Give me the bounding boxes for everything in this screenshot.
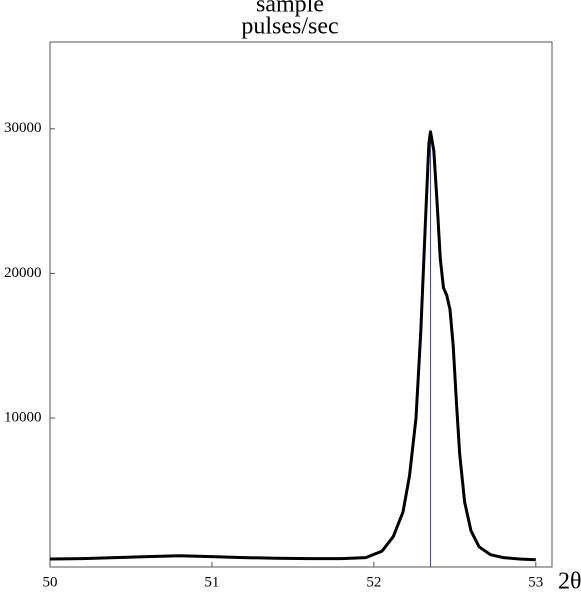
x-tick-label: 53 xyxy=(528,574,543,590)
chart-title: sample xyxy=(256,0,324,18)
x-tick-label: 52 xyxy=(366,574,381,590)
x-tick-label: 51 xyxy=(204,574,219,590)
y-tick-label: 10000 xyxy=(4,409,42,425)
y-tick-label: 30000 xyxy=(4,120,42,136)
x-tick-label: 50 xyxy=(43,574,58,590)
y-tick-label: 20000 xyxy=(4,265,42,281)
y-axis-label: pulses/sec xyxy=(241,14,338,40)
plot-frame xyxy=(49,41,553,568)
x-axis-label: 2θ° xyxy=(558,569,581,595)
data-line xyxy=(49,130,536,562)
